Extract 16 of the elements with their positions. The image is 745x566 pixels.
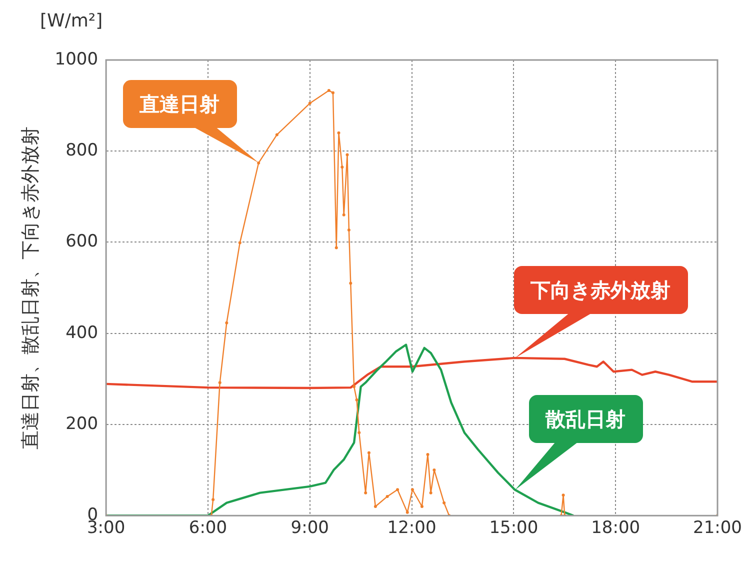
text: 下向き赤外放射 xyxy=(514,266,688,314)
x-tick-label: 6:00 xyxy=(188,518,228,538)
x-tick-label: 12:00 xyxy=(387,518,436,538)
x-tick-label: 15:00 xyxy=(489,518,538,538)
text: 直達日射 xyxy=(122,80,237,128)
x-tick-label: 9:00 xyxy=(290,518,329,538)
y-tick-label: 200 xyxy=(66,414,98,434)
y-tick-label: 400 xyxy=(66,322,98,343)
y-tick-label: 800 xyxy=(66,140,98,161)
y-axis-title: 直達日射、散乱日射、下向き赤外放射 xyxy=(19,126,42,450)
text: [W/m²] xyxy=(40,10,103,32)
x-tick-label: 18:00 xyxy=(591,518,640,538)
text: 散乱日射 xyxy=(528,394,643,443)
y-tick-label: 600 xyxy=(66,232,98,252)
y-tick-label: 1000 xyxy=(54,49,98,70)
x-tick-label: 21:00 xyxy=(693,518,742,538)
